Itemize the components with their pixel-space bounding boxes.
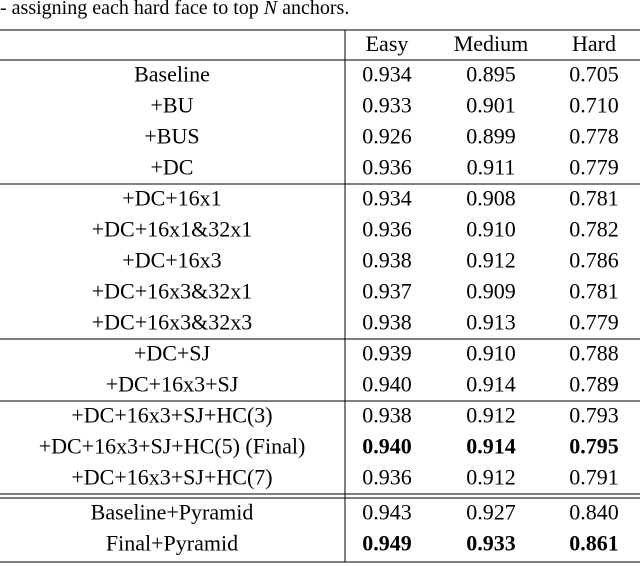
- cell-value: 0.934: [362, 186, 412, 211]
- row-label: +DC+16x3+SJ+HC(7): [71, 465, 272, 490]
- cell-value: 0.912: [466, 248, 516, 273]
- caption: - assigning each hard face to top N anch…: [0, 0, 349, 19]
- cell-value: 0.779: [569, 155, 619, 180]
- cell-value: 0.926: [362, 124, 412, 149]
- row-label: +DC+16x1: [122, 186, 221, 211]
- cell-value: 0.913: [466, 310, 516, 335]
- cell-value: 0.782: [569, 217, 619, 242]
- cell-value: 0.936: [362, 217, 412, 242]
- cell-value: 0.710: [569, 93, 619, 118]
- row-label: +DC+16x1&32x1: [92, 217, 253, 242]
- cell-value: 0.934: [362, 62, 412, 87]
- column-header: Easy: [366, 31, 409, 56]
- cell-value: 0.940: [362, 434, 412, 459]
- cell-value: 0.939: [362, 341, 412, 366]
- cell-value: 0.861: [569, 531, 619, 556]
- cell-value: 0.910: [466, 217, 516, 242]
- cell-value: 0.779: [569, 310, 619, 335]
- cell-value: 0.705: [569, 62, 619, 87]
- cell-value: 0.781: [569, 186, 619, 211]
- row-label: +DC+16x3+SJ+HC(3): [71, 403, 272, 428]
- row-label: +DC+16x3&32x3: [92, 310, 253, 335]
- cell-value: 0.901: [466, 93, 516, 118]
- cell-value: 0.895: [466, 62, 516, 87]
- cell-value: 0.910: [466, 341, 516, 366]
- cell-value: 0.778: [569, 124, 619, 149]
- cell-value: 0.788: [569, 341, 619, 366]
- cell-value: 0.912: [466, 465, 516, 490]
- row-label: +DC+16x3+SJ+HC(5) (Final): [39, 434, 306, 459]
- cell-value: 0.927: [466, 500, 516, 525]
- caption-text: - assigning each hard face to top: [0, 0, 264, 19]
- cell-value: 0.940: [362, 372, 412, 397]
- cell-value: 0.943: [362, 500, 412, 525]
- row-label: Baseline: [134, 62, 210, 87]
- cell-value: 0.938: [362, 403, 412, 428]
- column-header: Hard: [572, 31, 616, 56]
- cell-value: 0.795: [569, 434, 619, 459]
- row-label: +BU: [151, 93, 194, 118]
- cell-value: 0.933: [466, 531, 516, 556]
- row-label: Baseline+Pyramid: [91, 500, 254, 525]
- cell-value: 0.899: [466, 124, 516, 149]
- cell-value: 0.937: [362, 279, 412, 304]
- cell-value: 0.789: [569, 372, 619, 397]
- row-label: Final+Pyramid: [106, 531, 238, 556]
- cell-value: 0.936: [362, 155, 412, 180]
- cell-value: 0.938: [362, 310, 412, 335]
- cell-value: 0.840: [569, 500, 619, 525]
- cell-value: 0.909: [466, 279, 516, 304]
- column-header: Medium: [454, 31, 529, 56]
- cell-value: 0.949: [362, 531, 412, 556]
- cell-value: 0.791: [569, 465, 619, 490]
- row-label: +DC: [151, 155, 194, 180]
- row-label: +BUS: [144, 124, 199, 149]
- cell-value: 0.938: [362, 248, 412, 273]
- cell-value: 0.911: [467, 155, 516, 180]
- caption-text: anchors.: [277, 0, 349, 19]
- cell-value: 0.786: [569, 248, 619, 273]
- cell-value: 0.908: [466, 186, 516, 211]
- cell-value: 0.912: [466, 403, 516, 428]
- cell-value: 0.781: [569, 279, 619, 304]
- row-label: +DC+SJ: [134, 341, 211, 366]
- caption-variable: N: [263, 0, 279, 19]
- cell-value: 0.914: [466, 434, 516, 459]
- cell-value: 0.936: [362, 465, 412, 490]
- row-label: +DC+16x3&32x1: [92, 279, 253, 304]
- row-label: +DC+16x3+SJ: [106, 372, 239, 397]
- cell-value: 0.914: [466, 372, 516, 397]
- cell-value: 0.933: [362, 93, 412, 118]
- row-label: +DC+16x3: [122, 248, 221, 273]
- cell-value: 0.793: [569, 403, 619, 428]
